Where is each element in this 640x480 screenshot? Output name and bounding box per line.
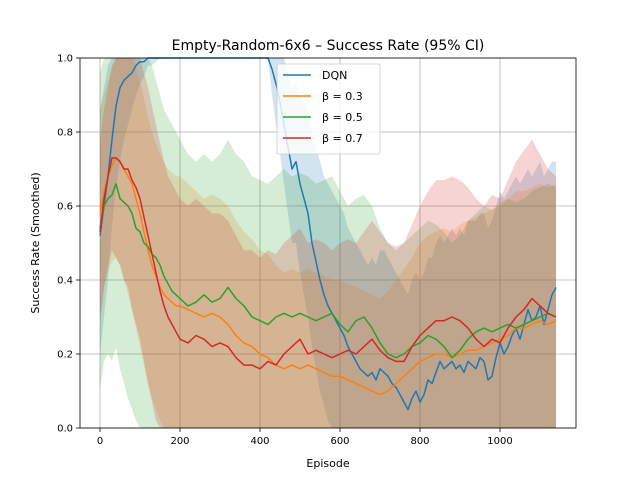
x-tick-label: 400 <box>250 436 269 447</box>
ci-band-series-0 <box>100 58 556 428</box>
series-line-3 <box>99 157 557 370</box>
series-line-1 <box>99 157 557 396</box>
y-tick-label: 0.8 <box>57 128 73 139</box>
y-tick-label: 0.2 <box>57 350 73 361</box>
y-tick-label: 1.0 <box>57 54 73 65</box>
series-line-2 <box>99 183 557 359</box>
plot-frame <box>79 57 577 429</box>
legend-label-1: β = 0.3 <box>322 90 363 103</box>
x-axis-label: Episode <box>306 457 349 470</box>
legend-label-3: β = 0.7 <box>322 132 363 145</box>
x-tick-label: 600 <box>330 436 349 447</box>
ci-band-series-2 <box>100 58 556 428</box>
x-tick-label: 0 <box>97 436 103 447</box>
y-tick-label: 0.6 <box>57 202 73 213</box>
ci-band-series-1 <box>100 58 556 428</box>
ci-band-series-3 <box>100 58 556 428</box>
x-tick-label: 1000 <box>487 436 512 447</box>
chart-title: Empty-Random-6x6 – Success Rate (95% CI) <box>172 38 485 54</box>
x-tick-label: 800 <box>410 436 429 447</box>
legend-label-2: β = 0.5 <box>322 111 363 124</box>
y-tick-label: 0.0 <box>57 424 73 435</box>
confidence-bands <box>100 58 556 428</box>
legend-box <box>276 63 381 155</box>
x-tick-label: 200 <box>170 436 189 447</box>
y-axis-label: Success Rate (Smoothed) <box>29 172 42 313</box>
axis-ticks: 0 200 400 600 800 1000 0.0 0.2 0.4 0.6 0.8 1.0 <box>57 54 513 448</box>
legend-label-0: DQN <box>322 69 347 82</box>
y-tick-label: 0.4 <box>57 276 73 287</box>
legend: DQN β = 0.3 β = 0.5 β = 0.7 <box>276 63 381 155</box>
